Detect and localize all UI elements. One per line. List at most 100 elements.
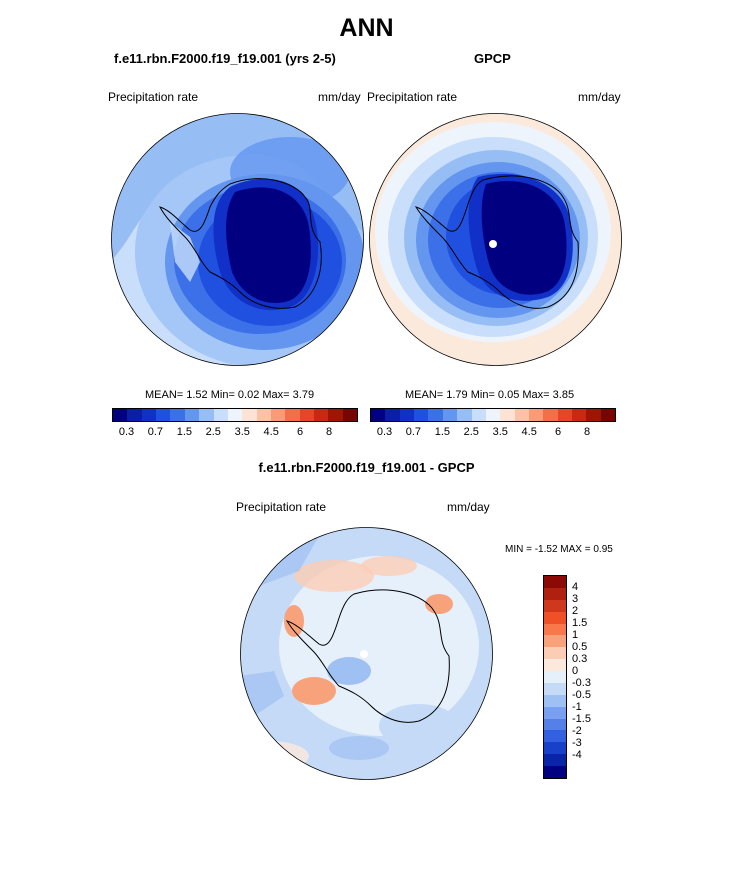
colorbar-swatch	[371, 409, 386, 421]
colorbar-swatch	[256, 409, 271, 421]
diff-colorbar	[543, 575, 567, 779]
diff-colorbar-swatch	[544, 587, 566, 600]
colorbar-tick-label: 2.5	[463, 426, 479, 438]
diff-colorbar-label: 0.5	[572, 641, 588, 653]
diff-polar-map	[240, 527, 493, 780]
right-polar-map	[369, 113, 622, 366]
colorbar-tick-label: 0.3	[376, 426, 393, 438]
diff-colorbar-label: 0	[572, 665, 579, 677]
diff-colorbar-swatch	[544, 659, 566, 671]
diff-colorbar-swatch	[544, 766, 566, 778]
diff-colorbar-swatch	[544, 682, 566, 695]
diff-colorbar-label: -4	[572, 749, 582, 761]
colorbar-tick-label: 3.5	[492, 426, 508, 438]
colorbar-tick-label: 6	[555, 426, 562, 438]
colorbar-swatch	[113, 409, 128, 421]
diff-colorbar-swatch	[544, 718, 566, 731]
colorbar-swatch	[270, 409, 286, 421]
diff-colorbar-swatch	[544, 647, 566, 660]
colorbar-swatch	[399, 409, 415, 421]
colorbar-tick-label: 0.7	[405, 426, 422, 438]
diff-colorbar-swatch	[544, 742, 566, 755]
left-colorbar-ticks: 0.3 0.7 1.5 2.5 3.5 4.5 6 8	[112, 426, 358, 440]
colorbar-swatch	[299, 409, 315, 421]
colorbar-tick-label: 1.5	[434, 426, 450, 438]
left-stats: MEAN= 1.52 Min= 0.02 Max= 3.79	[145, 389, 315, 401]
diff-colorbar-label: 4	[572, 581, 579, 593]
colorbar-swatch	[127, 409, 142, 421]
diff-colorbar-swatch	[544, 706, 566, 719]
colorbar-swatch	[242, 409, 257, 421]
colorbar-swatch	[184, 409, 200, 421]
diff-colorbar-swatch	[544, 623, 566, 636]
colorbar-swatch	[428, 409, 443, 421]
colorbar-swatch	[500, 409, 515, 421]
diff-colorbar-label: -1.5	[572, 713, 591, 725]
right-colorbar-ticks: 0.3 0.7 1.5 2.5 3.5 4.5 6 8	[370, 426, 616, 440]
left-panel-title: f.e11.rbn.F2000.f19_f19.001 (yrs 2-5)	[114, 51, 336, 66]
diff-colorbar-label: -0.3	[572, 677, 591, 689]
right-stats: MEAN= 1.79 Min= 0.05 Max= 3.85	[405, 389, 575, 401]
colorbar-swatch	[227, 409, 243, 421]
right-variable-label: Precipitation rate	[367, 90, 458, 104]
diff-colorbar-label: 2	[572, 605, 579, 617]
right-units-label: mm/day	[578, 90, 621, 104]
diff-colorbar-swatch	[544, 694, 566, 707]
colorbar-swatch	[213, 409, 228, 421]
diff-panel-title: f.e11.rbn.F2000.f19_f19.001 - GPCP	[258, 460, 475, 475]
colorbar-tick-label: 3.5	[234, 426, 250, 438]
diff-colorbar-swatch	[544, 730, 566, 743]
colorbar-swatch	[342, 409, 358, 421]
right-colorbar	[370, 408, 616, 422]
colorbar-swatch	[314, 409, 329, 421]
diff-units-label: mm/day	[447, 500, 490, 514]
colorbar-swatch	[414, 409, 429, 421]
diff-colorbar-swatch	[544, 611, 566, 624]
diff-colorbar-swatch	[544, 671, 566, 683]
diff-colorbar-swatch	[544, 635, 566, 648]
colorbar-tick-label: 4.5	[263, 426, 279, 438]
figure-title: ANN	[339, 14, 394, 42]
diff-minmax: MIN = -1.52 MAX = 0.95	[505, 544, 613, 555]
colorbar-swatch	[141, 409, 157, 421]
colorbar-tick-label: 0.3	[118, 426, 135, 438]
diff-colorbar-swatch	[544, 599, 566, 612]
colorbar-tick-label: 2.5	[205, 426, 221, 438]
left-colorbar	[112, 408, 358, 422]
colorbar-tick-label: 8	[583, 426, 591, 438]
diff-colorbar-label: 1.5	[572, 617, 588, 629]
colorbar-swatch	[557, 409, 573, 421]
colorbar-swatch	[528, 409, 544, 421]
diff-colorbar-swatch	[544, 576, 566, 588]
colorbar-swatch	[328, 409, 343, 421]
colorbar-swatch	[457, 409, 472, 421]
left-polar-map	[111, 113, 364, 366]
diff-colorbar-label: -3	[572, 737, 582, 749]
diff-colorbar-label: -0.5	[572, 689, 591, 701]
colorbar-swatch	[485, 409, 501, 421]
colorbar-tick-label: 0.7	[147, 426, 164, 438]
diff-colorbar-swatch	[544, 754, 566, 766]
diff-colorbar-label: 3	[572, 593, 579, 605]
colorbar-tick-label: 1.5	[176, 426, 192, 438]
right-panel-title: GPCP	[474, 51, 511, 66]
left-units-label: mm/day	[318, 90, 361, 104]
colorbar-swatch	[572, 409, 587, 421]
colorbar-swatch	[471, 409, 486, 421]
diff-colorbar-label: 0.3	[572, 653, 588, 665]
colorbar-swatch	[285, 409, 300, 421]
colorbar-tick-label: 8	[325, 426, 333, 438]
colorbar-tick-label: 6	[297, 426, 304, 438]
colorbar-tick-label: 4.5	[521, 426, 537, 438]
colorbar-swatch	[385, 409, 400, 421]
colorbar-swatch	[586, 409, 601, 421]
diff-colorbar-label: -1	[572, 701, 582, 713]
colorbar-swatch	[600, 409, 616, 421]
colorbar-swatch	[514, 409, 529, 421]
colorbar-swatch	[156, 409, 171, 421]
colorbar-swatch	[543, 409, 558, 421]
diff-colorbar-label: -2	[572, 725, 582, 737]
colorbar-swatch	[170, 409, 185, 421]
colorbar-swatch	[199, 409, 214, 421]
diff-variable-label: Precipitation rate	[236, 500, 327, 514]
